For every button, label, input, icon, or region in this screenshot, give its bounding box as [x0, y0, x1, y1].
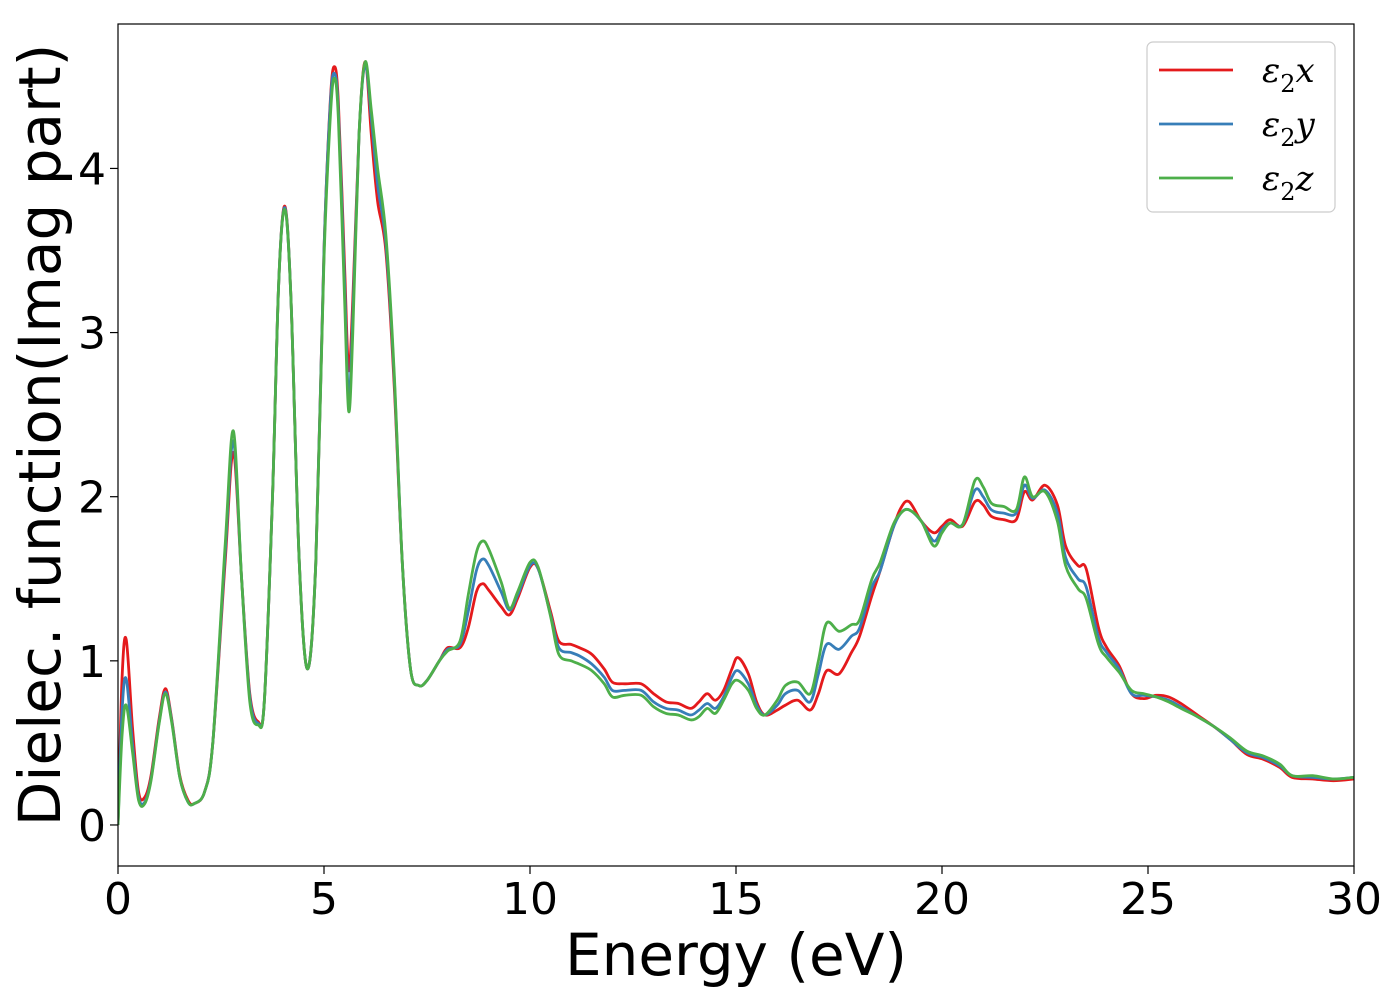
series-line-z [118, 60, 1354, 826]
legend-label: ε2z [1262, 159, 1315, 206]
legend-entry-y: ε2y [1159, 105, 1316, 152]
x-tick-label: 25 [1120, 874, 1176, 925]
y-tick-label: 0 [78, 801, 106, 852]
x-tick-label: 10 [502, 874, 558, 925]
legend-label: ε2x [1262, 51, 1315, 98]
y-tick-label: 2 [78, 473, 106, 524]
x-tick-label: 0 [104, 874, 132, 925]
legend-entry-x: ε2x [1159, 51, 1315, 98]
legend-entry-z: ε2z [1159, 159, 1315, 206]
x-tick-label: 5 [310, 874, 338, 925]
y-tick-label: 1 [78, 637, 106, 688]
legend-label: ε2y [1262, 105, 1316, 152]
x-axis-label: Energy (eV) [565, 921, 907, 989]
legend-frame [1146, 41, 1336, 213]
legend: ε2x ε2y ε2z [1146, 41, 1336, 213]
x-tick-label: 30 [1326, 874, 1382, 925]
tick-layer: 0 5 10 15 20 25 30 0 1 2 3 4 [78, 144, 1382, 925]
series-layer [118, 60, 1354, 826]
y-tick-label: 3 [78, 309, 106, 360]
x-tick-label: 20 [914, 874, 970, 925]
y-tick-label: 4 [78, 144, 106, 195]
x-tick-label: 15 [708, 874, 764, 925]
y-axis-label: Dielec. function(Imag part) [6, 44, 74, 827]
